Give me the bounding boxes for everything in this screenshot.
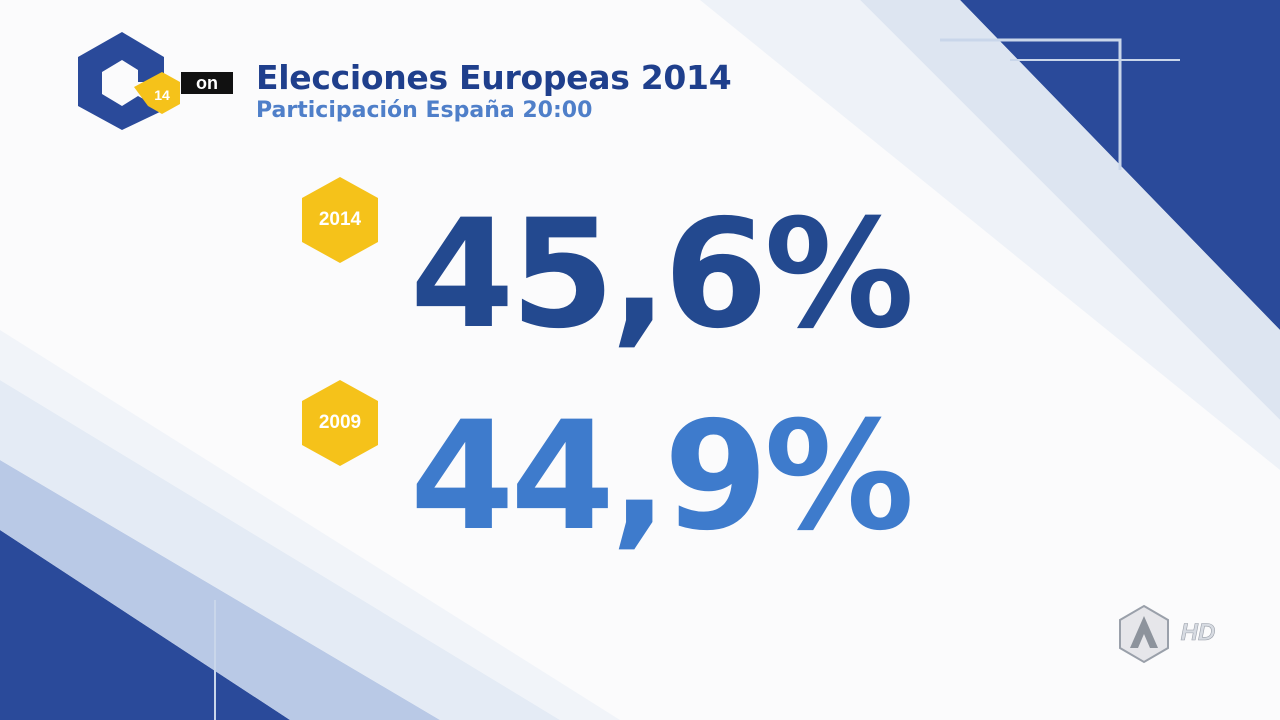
hd-badge: HD bbox=[1181, 619, 1216, 646]
partner-logo-text: on bbox=[196, 73, 218, 93]
antena3-noticias-logo: 14 on bbox=[78, 32, 233, 130]
turnout-value-2009: 44,9% bbox=[410, 390, 914, 564]
year-badge-2009: 2009 bbox=[302, 380, 378, 466]
logo-badge-text: 14 bbox=[154, 87, 170, 103]
turnout-value-2014: 45,6% bbox=[410, 188, 914, 362]
year-label: 2009 bbox=[318, 412, 362, 433]
year-label: 2014 bbox=[318, 209, 362, 230]
channel-watermark: HD bbox=[1119, 604, 1216, 664]
page-title: Elecciones Europeas 2014 bbox=[256, 58, 732, 97]
year-badge-2014: 2014 bbox=[302, 177, 378, 263]
page-subtitle: Participación España 20:00 bbox=[256, 98, 593, 123]
